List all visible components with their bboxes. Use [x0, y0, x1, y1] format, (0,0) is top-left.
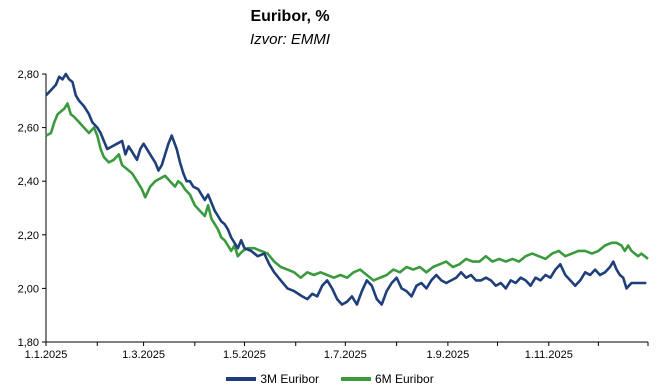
legend-label-6m: 6M Euribor: [375, 372, 434, 386]
series-layer: [45, 72, 649, 306]
x-tick-label: 1.5.2025: [223, 349, 266, 361]
legend: 3M Euribor 6M Euribor: [0, 372, 660, 386]
y-tick-label: 1,80: [18, 337, 39, 349]
y-tick-label: 2,40: [18, 176, 39, 188]
x-tick-label: 1.1.2025: [25, 349, 68, 361]
y-tick-label: 2,80: [18, 69, 39, 81]
x-axis: 1.1.2025 1.3.2025 1.5.2025 1.7.2025 1.9.2025…: [25, 341, 649, 361]
series-line-6m: [45, 102, 649, 282]
x-tick-label: 1.11.2025: [525, 349, 573, 361]
y-tick-label: 2,20: [18, 230, 39, 242]
y-tick-label: 2,60: [18, 123, 39, 135]
x-tick-label: 1.3.2025: [122, 349, 165, 361]
x-tick-label: 1.9.2025: [426, 349, 469, 361]
legend-item-6m: 6M Euribor: [341, 372, 434, 386]
legend-swatch-3m: [226, 377, 257, 381]
chart-title: Euribor, %: [250, 8, 330, 25]
legend-swatch-6m: [341, 377, 371, 381]
legend-item-3m: 3M Euribor: [226, 372, 319, 386]
line-chart: 2,80 2,60 2,40 2,20 2,00 1,80 1.1.2025 1.3.202…: [18, 69, 649, 361]
chart-subtitle: Izvor: EMMI: [249, 31, 330, 48]
x-tick-label: 1.7.2025: [324, 349, 367, 361]
series-line-3m: [45, 72, 647, 306]
legend-label-3m: 3M Euribor: [260, 372, 319, 386]
y-tick-label: 2,00: [18, 283, 39, 295]
y-axis: 2,80 2,60 2,40 2,20 2,00 1,80: [18, 69, 47, 349]
